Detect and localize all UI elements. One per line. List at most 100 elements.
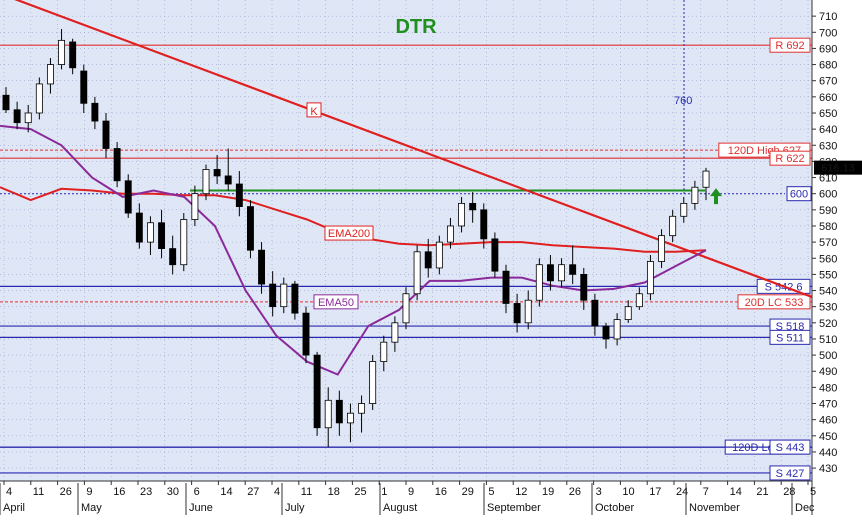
y-tick-label: 490 [819,366,837,378]
y-tick-label: 520 [819,318,837,330]
y-tick-label: 690 [819,43,837,55]
x-tick-label: 23 [140,486,152,498]
candle-body [502,270,510,304]
level-label-box [769,37,811,53]
y-tick-label: 610 [819,173,837,185]
candle-body [258,249,266,285]
level-label: S 511 [776,332,804,344]
x-tick-label: 26 [60,486,72,498]
month-label: November [689,502,740,514]
candle-body [402,293,410,324]
candle-body [191,193,199,220]
y-tick-label: 470 [819,399,837,411]
y-tick-label: 450 [819,431,837,443]
level-label-box [769,465,811,481]
y-axis-background [812,0,862,515]
candle-body [324,399,332,429]
candle-body [624,306,632,320]
x-tick-label: 19 [542,486,554,498]
x-tick-label: 10 [622,486,634,498]
y-tick-label: 580 [819,221,837,233]
candle-body [702,170,710,188]
candles [2,29,710,448]
y-tick-label: 550 [819,269,837,281]
candle-body [113,148,121,182]
candle-body [535,264,543,301]
candle-body [169,248,177,266]
candle-body [646,261,654,295]
x-tick-label: 1 [381,486,387,498]
x-tick-label: 6 [194,486,200,498]
y-tick-label: 480 [819,382,837,394]
candle-body [13,109,21,124]
ema200-label: EMA200 [328,228,370,240]
y-tick-label: 640 [819,124,837,136]
candle-body [302,312,310,356]
x-tick-label: 3 [596,486,602,498]
candle-body [380,341,388,362]
candle-body [146,222,154,243]
candle-body [358,403,366,414]
y-tick-label: 570 [819,237,837,249]
candle-body [58,39,66,65]
candle-body [346,412,354,424]
x-tick-label: 4 [6,486,12,498]
y-tick-label: 590 [819,205,837,217]
x-tick-label: 14 [730,486,742,498]
x-tick-label: 14 [220,486,232,498]
month-label: September [487,502,541,514]
y-tick-label: 510 [819,334,837,346]
candle-body [513,303,521,324]
candle-body [35,83,43,114]
candle-body [424,251,432,269]
x-tick-label: 5 [488,486,494,498]
candle-body [158,222,166,249]
candle-body [524,299,532,324]
x-tick-label: 30 [167,486,179,498]
x-tick-label: 16 [435,486,447,498]
candle-body [413,251,421,295]
y-tick-label: 660 [819,92,837,104]
y-tick-label: 530 [819,302,837,314]
x-tick-label: 11 [301,486,312,498]
up-arrow-icon [710,188,722,205]
candle-body [246,206,254,251]
y-tick-label: 560 [819,253,837,265]
candle-body [91,102,99,122]
x-tick-label: 12 [515,486,527,498]
level-label: S 443 [776,442,805,454]
candle-body [46,64,54,85]
month-label: June [189,502,213,514]
y-tick-label: 630 [819,140,837,152]
level-label-box [737,294,811,310]
y-tick-label: 540 [819,286,837,298]
last-price-label: 616.13 [821,163,855,175]
ema50-label-box [313,294,359,310]
y-tick-label: 600 [819,189,837,201]
candle-body [658,235,666,262]
y-tick-label: 440 [819,447,837,459]
month-label: May [81,502,102,514]
month-label: August [383,502,417,514]
x-tick-label: 5 [810,486,816,498]
candle-body [69,41,77,69]
x-tick-label: 9 [408,486,414,498]
candle-body [213,169,221,177]
candle-body [391,322,399,343]
x-tick-label: 4 [274,486,280,498]
candle-body [291,283,299,314]
x-tick-label: 26 [569,486,581,498]
level-label: R 692 [775,40,804,52]
candle-body [335,399,343,424]
x-tick-label: 28 [783,486,795,498]
y-tick-label: 710 [819,11,837,23]
candle-body [435,241,443,269]
candle-body [102,120,110,149]
level-label-box [769,329,811,345]
y-tick-label: 460 [819,415,837,427]
candle-body [202,169,210,195]
candle-body [458,202,466,227]
candle-body [602,325,610,340]
